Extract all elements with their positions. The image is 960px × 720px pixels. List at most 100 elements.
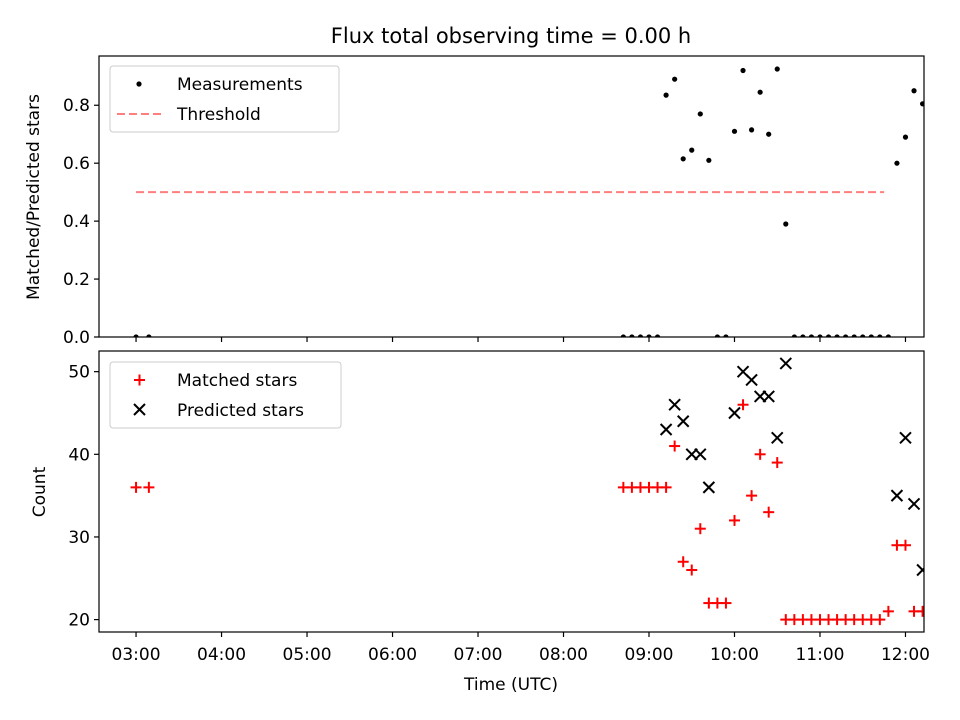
x-tick-label: 03:00 [112,645,161,665]
legend-label-measurements: Measurements [177,75,303,95]
chart-title: Flux total observing time = 0.00 h [331,24,691,48]
measurements-point [843,334,849,337]
measurements-point [808,334,815,337]
measurements-point [680,156,686,162]
top-legend: Measurements Threshold [109,65,340,133]
top-y-tick-label: 0.0 [63,328,90,348]
predicted-stars-point [916,563,924,577]
measurements-point [663,92,669,98]
matched-stars-point [720,597,732,609]
measurements-point [757,89,763,95]
legend-label-threshold: Threshold [176,105,261,125]
measurements-point [825,334,832,337]
bottom-y-tick-label: 50 [68,363,90,383]
matched-stars-point [143,481,155,493]
predicted-stars-point [890,489,904,502]
bottom-data-layer [130,357,924,626]
matched-stars-point [677,556,689,568]
x-axis-label: Time (UTC) [463,675,558,695]
matched-stars-point [746,490,758,502]
predicted-stars-point [899,431,912,444]
measurements-point [885,334,891,337]
predicted-stars-point [694,448,707,461]
measurements-point [672,76,678,82]
x-tick-label: 12:00 [881,645,930,665]
predicted-stars-point [779,357,792,370]
measurements-point [714,334,720,337]
measurements-point [637,334,644,337]
top-y-tick-label: 0.4 [63,212,90,232]
measurements-point [620,334,626,337]
predicted-stars-point [745,373,758,387]
matched-stars-point [882,605,894,617]
bottom-legend-box [109,361,342,429]
measurements-point [774,66,780,72]
measurements-point [723,334,729,337]
measurements-point [868,334,874,337]
bottom-axes: 03:00 04:00 05:00 06:00 07:00 08:00 09:00 10:00… [68,363,930,665]
measurements-point [629,334,635,337]
predicted-stars-point [668,398,681,411]
measurements-point [689,147,695,153]
bottom-panel: Count Time (UTC) 03:00 04:00 05:00 06:00 07:… [30,350,930,695]
x-tick-label: 06:00 [368,645,417,665]
predicted-stars-point [728,406,741,420]
measurements-point [766,131,772,137]
x-tick-label: 11:00 [795,645,844,665]
top-axes: 0.0 0.2 0.4 0.6 0.8 [63,96,907,348]
x-tick-label: 09:00 [625,645,674,665]
legend-label-predicted-stars: Predicted stars [177,401,304,421]
x-tick-label: 07:00 [454,645,503,665]
bottom-plot-frame [98,350,925,633]
top-legend-box [109,65,340,133]
measurements-point [902,134,909,140]
matched-stars-point [899,539,911,551]
measurements-point [133,334,139,337]
predicted-stars-point [762,390,775,403]
measurements-point [146,334,152,337]
measurements-point [654,334,661,337]
predicted-stars-point [907,497,921,511]
measurements-point [817,334,823,337]
matched-stars-point [660,481,672,493]
predicted-stars-point [659,423,673,436]
bottom-y-tick-label: 40 [68,445,90,465]
legend-label-matched-stars: Matched stars [177,371,297,391]
measurements-point [860,334,866,337]
matched-stars-point [728,514,740,526]
matched-stars-point [771,457,783,469]
bottom-y-tick-label: 20 [68,611,90,631]
x-tick-label: 10:00 [710,645,759,665]
bottom-legend: Matched stars Predicted stars [109,361,342,429]
matched-stars-point [686,564,698,576]
measurements-point [783,221,789,227]
top-y-tick-label: 0.8 [63,96,90,116]
top-plot-frame [98,55,925,338]
predicted-stars-point [771,431,784,444]
predicted-stars-point [676,415,690,428]
top-panel: Flux total observing time = 0.00 h Match… [24,24,925,348]
top-data-layer [133,66,924,337]
measurements-point [834,334,840,337]
legend-marker-predicted-stars [133,403,146,416]
top-y-axis-label: Matched/Predicted stars [24,94,44,300]
measurements-point [731,128,738,134]
measurements-point [919,101,924,107]
measurements-point [894,160,900,166]
x-tick-label: 05:00 [283,645,332,665]
matched-stars-point [669,440,681,452]
matched-stars-point [917,605,924,617]
matched-stars-point [754,448,766,460]
measurements-point [791,334,797,337]
measurements-point [706,157,712,163]
measurements-point [697,111,703,117]
legend-marker-measurements [136,81,142,87]
top-y-tick-label: 0.6 [63,154,90,174]
measurements-point [646,334,652,337]
matched-stars-point [763,506,775,518]
top-y-tick-label: 0.2 [63,270,90,290]
matched-stars-point [737,399,749,411]
matched-stars-point [130,481,142,493]
legend-marker-matched-stars [134,374,145,386]
